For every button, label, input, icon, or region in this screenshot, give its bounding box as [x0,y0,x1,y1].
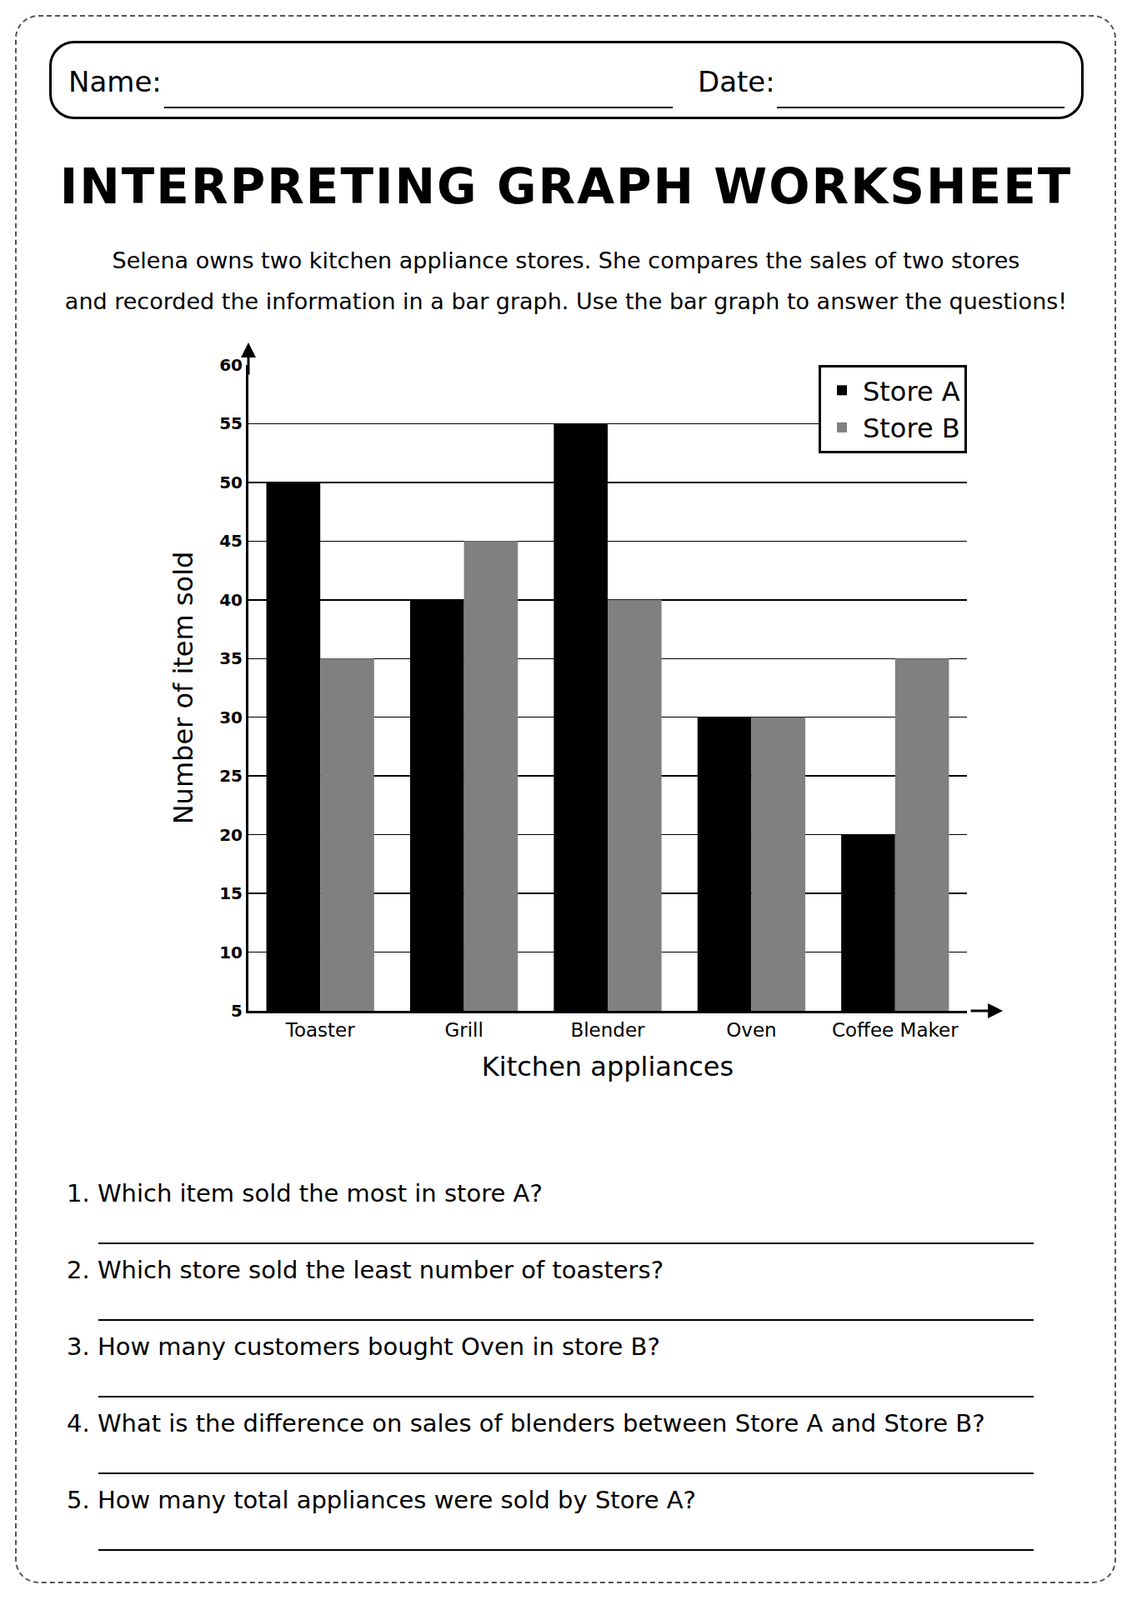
svg-text:Store B: Store B [862,412,961,445]
html-text:2. Which store sold the least: 2. Which store sold the least number of … [66,1256,664,1285]
svg-text:45: 45 [219,530,243,551]
svg-text:Grill: Grill [444,1019,483,1042]
svg-text:40: 40 [219,590,243,611]
svg-text:10: 10 [219,942,243,963]
svg-text:60: 60 [219,355,243,376]
html-text:Name:: Name: [68,65,162,99]
svg-text:Number of item sold: Number of item sold [167,551,200,826]
html-text:and recorded the information i: and recorded the information in a bar gr… [64,288,1068,315]
html-text:3. How many customers bought O: 3. How many customers bought Oven in sto… [66,1332,661,1362]
svg-text:25: 25 [219,766,243,787]
svg-text:35: 35 [219,648,243,669]
html-text:1. Which item sold the most in: 1. Which item sold the most in store A? [66,1179,543,1208]
svg-text:20: 20 [219,825,243,846]
svg-text:15: 15 [219,883,243,904]
svg-text:Toaster: Toaster [285,1019,356,1042]
svg-text:50: 50 [219,472,243,493]
svg-text:5: 5 [230,1001,243,1022]
html-text:4. What is the difference on s: 4. What is the difference on sales of bl… [66,1409,985,1438]
html-text:Selena owns two kitchen applia: Selena owns two kitchen appliance stores… [112,247,1020,274]
svg-text:Kitchen appliances: Kitchen appliances [481,1051,734,1083]
svg-text:Store A: Store A [862,375,961,408]
svg-text:Coffee Maker: Coffee Maker [831,1019,959,1042]
html-text:Date:: Date: [697,65,775,99]
svg-text:30: 30 [219,707,243,728]
svg-text:55: 55 [219,413,243,434]
svg-text:Blender: Blender [570,1019,646,1042]
html-text:INTERPRETING GRAPH WORKSHEET: INTERPRETING GRAPH WORKSHEET [59,158,1073,216]
html-text:5. How many total appliances w: 5. How many total appliances were sold b… [66,1486,697,1515]
svg-text:Oven: Oven [726,1019,777,1042]
